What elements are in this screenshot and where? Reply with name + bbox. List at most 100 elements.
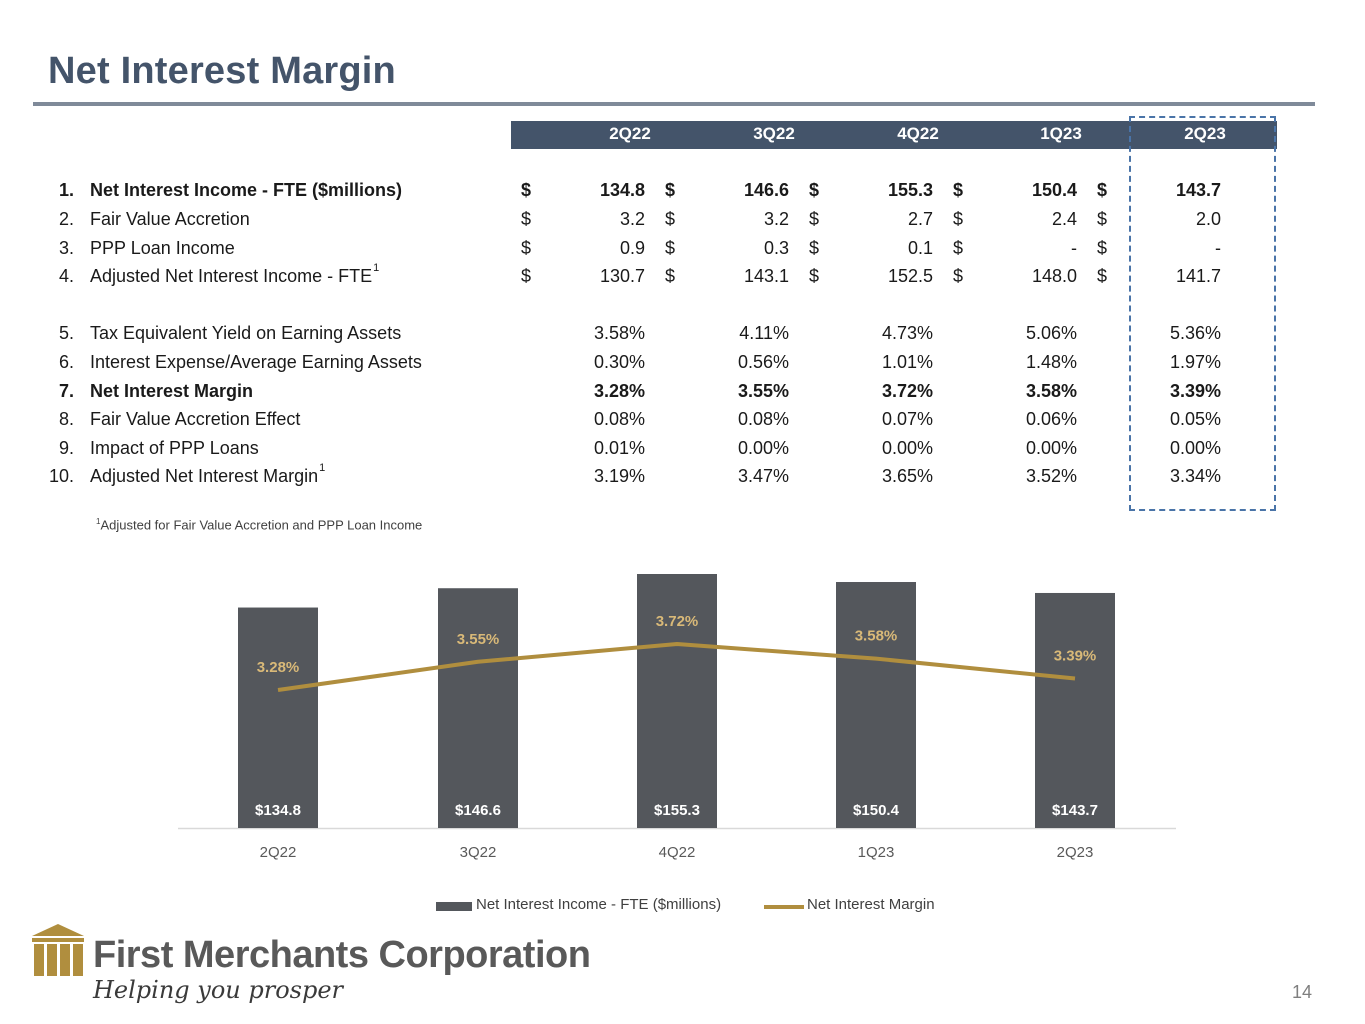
table-cell: 4.73% xyxy=(881,323,933,343)
dollar-sign: $ xyxy=(665,180,676,200)
x-tick-label: 2Q22 xyxy=(260,844,297,861)
table-cell: 0.07% xyxy=(881,409,933,429)
table-cell: 130.7 xyxy=(599,266,645,286)
row-number: 10. xyxy=(48,466,74,486)
line-data-label: 3.72% xyxy=(656,613,699,630)
dollar-sign: $ xyxy=(809,238,820,258)
table-cell: 0.00% xyxy=(1169,438,1221,458)
table-row: 10. Adjusted Net Interest Margin1 3.19% 3.4… xyxy=(0,462,1365,490)
line-data-label: 3.58% xyxy=(855,628,898,645)
dollar-sign: $ xyxy=(521,209,532,229)
table-cell: 3.65% xyxy=(881,466,933,486)
dollar-sign: $ xyxy=(521,238,532,258)
bar-mark xyxy=(238,607,318,828)
dollar-sign: $ xyxy=(665,266,676,286)
table-row: 5. Tax Equivalent Yield on Earning Assets… xyxy=(0,323,1365,347)
table-row: 4. Adjusted Net Interest Income - FTE1 $13… xyxy=(0,262,1365,290)
table-cell: 3.2 xyxy=(763,209,789,229)
table-cell: 3.47% xyxy=(737,466,789,486)
row-label: Fair Value Accretion xyxy=(90,209,250,229)
bar-mark xyxy=(836,582,916,828)
table-cell: 146.6 xyxy=(743,180,789,200)
table-cell: 148.0 xyxy=(1031,266,1077,286)
page-number: 14 xyxy=(1292,982,1313,1002)
dollar-sign: $ xyxy=(1097,238,1108,258)
dollar-sign: $ xyxy=(809,180,820,200)
row-label: Impact of PPP Loans xyxy=(90,438,259,458)
table-cell: 155.3 xyxy=(887,180,933,200)
table-cell: 3.2 xyxy=(619,209,645,229)
table-row: 9. Impact of PPP Loans 0.01% 0.00% 0.00% 0.00… xyxy=(0,438,1365,462)
column-header: 3Q22 xyxy=(753,124,795,143)
row-number: 9. xyxy=(58,438,74,458)
table-cell: 3.34% xyxy=(1169,466,1221,486)
table-cell: 3.28% xyxy=(593,381,645,401)
dollar-sign: $ xyxy=(953,180,964,200)
table-cell: 3.19% xyxy=(593,466,645,486)
x-tick-label: 1Q23 xyxy=(858,844,895,861)
table-cell: 2.0 xyxy=(1195,209,1221,229)
column-header: 4Q22 xyxy=(897,124,939,143)
table-header-bar xyxy=(511,121,1277,149)
column-header: 1Q23 xyxy=(1040,124,1082,143)
table-cell: 0.3 xyxy=(763,238,789,258)
table-row: 7. Net Interest Margin 3.28% 3.55% 3.72% 3.58… xyxy=(0,381,1365,405)
table-cell: 1.48% xyxy=(1025,352,1077,372)
row-number: 8. xyxy=(58,409,74,429)
table-cell: 3.72% xyxy=(881,381,933,401)
table-cell: 5.06% xyxy=(1025,323,1077,343)
table-cell: 4.11% xyxy=(739,323,789,343)
dollar-sign: $ xyxy=(953,209,964,229)
table-cell: 0.00% xyxy=(737,438,789,458)
bar-mark xyxy=(637,574,717,828)
table-cell: 152.5 xyxy=(887,266,933,286)
table-cell: 1.97% xyxy=(1169,352,1221,372)
table-row: 1. Net Interest Income - FTE ($millions) $… xyxy=(0,180,1365,204)
table-cell: 0.06% xyxy=(1025,409,1077,429)
dollar-sign: $ xyxy=(953,266,964,286)
bar-mark xyxy=(438,588,518,828)
row-label: PPP Loan Income xyxy=(90,238,235,258)
highlight-2q23-box xyxy=(1129,116,1276,511)
table-cell: 0.00% xyxy=(1025,438,1077,458)
table-cell: 3.39% xyxy=(1169,381,1221,401)
dollar-sign: $ xyxy=(521,266,532,286)
column-header: 2Q22 xyxy=(609,124,651,143)
legend-line-swatch xyxy=(764,905,804,909)
row-label: Fair Value Accretion Effect xyxy=(90,409,301,429)
dollar-sign: $ xyxy=(665,238,676,258)
dollar-sign: $ xyxy=(1097,180,1108,200)
dollar-sign: $ xyxy=(665,209,676,229)
legend-label-bar: Net Interest Income - FTE ($millions) xyxy=(476,896,722,913)
nim-combo-chart: $134.8 2Q22 $146.6 3Q22 $155.3 4Q22 $150.4 1Q23… xyxy=(178,574,1176,861)
row-number: 7. xyxy=(58,381,74,401)
table-cell: 143.7 xyxy=(1175,180,1221,200)
title-divider xyxy=(33,102,1315,106)
line-data-label: 3.39% xyxy=(1054,648,1097,665)
table-cell: 3.58% xyxy=(1025,381,1077,401)
table-cell: 150.4 xyxy=(1031,180,1077,200)
table-cell: - xyxy=(1215,238,1221,258)
table-cell: 141.7 xyxy=(1175,266,1221,286)
bar-mark xyxy=(1035,592,1115,828)
row-label: Adjusted Net Interest Income - FTE1 xyxy=(90,262,380,286)
dollar-sign: $ xyxy=(953,238,964,258)
table-cell: 2.4 xyxy=(1051,209,1077,229)
row-number: 3. xyxy=(58,238,74,258)
dollar-sign: $ xyxy=(809,209,820,229)
row-number: 1. xyxy=(58,180,74,200)
line-data-label: 3.28% xyxy=(257,659,300,676)
table-cell: 2.7 xyxy=(907,209,933,229)
bar-data-label: $150.4 xyxy=(853,802,900,819)
row-label: Net Interest Margin xyxy=(90,381,254,401)
bar-data-label: $146.6 xyxy=(455,802,501,819)
table-cell: 1.01% xyxy=(881,352,933,372)
dollar-sign: $ xyxy=(809,266,820,286)
dollar-sign: $ xyxy=(1097,209,1108,229)
table-cell: 3.52% xyxy=(1025,466,1077,486)
row-label: Adjusted Net Interest Margin1 xyxy=(90,462,326,486)
table-cell: 3.55% xyxy=(737,381,789,401)
row-label: Interest Expense/Average Earning Assets xyxy=(90,352,422,372)
x-tick-label: 4Q22 xyxy=(659,844,696,861)
row-number: 5. xyxy=(58,323,74,343)
